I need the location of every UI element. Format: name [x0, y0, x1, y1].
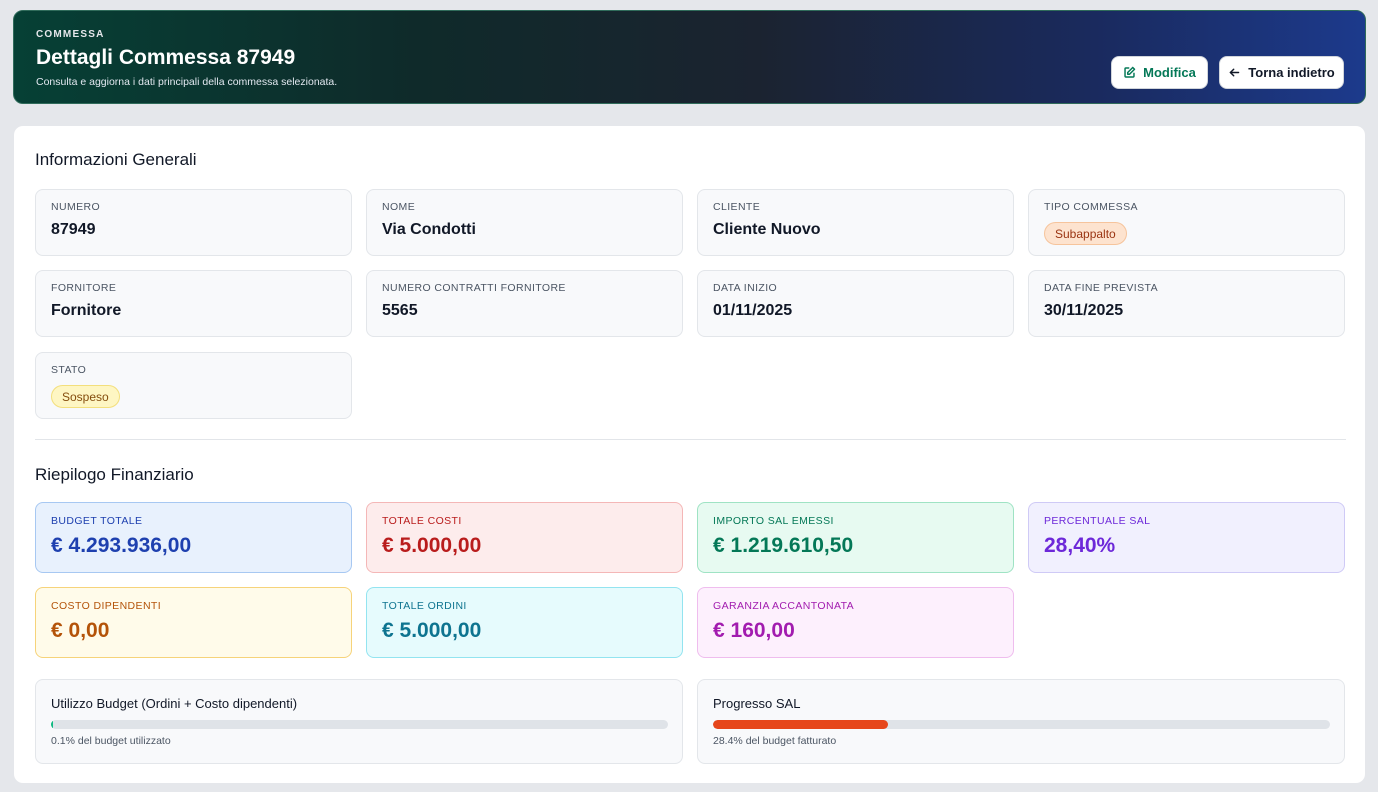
- general-section-title: Informazioni Generali: [35, 150, 197, 169]
- fin-label: IMPORTO SAL EMESSI: [713, 515, 834, 527]
- info-nome: NOME Via Condotti: [366, 189, 683, 256]
- fin-value: € 5.000,00: [382, 534, 482, 557]
- info-label: DATA FINE PREVISTA: [1044, 282, 1158, 294]
- fin-label: BUDGET TOTALE: [51, 515, 143, 527]
- info-label: DATA INIZIO: [713, 282, 778, 294]
- page-title: Dettagli Commessa 87949: [36, 46, 296, 69]
- fin-label: GARANZIA ACCANTONATA: [713, 600, 855, 612]
- sal-progress-track: [713, 720, 1330, 729]
- budget-usage-panel: Utilizzo Budget (Ordini + Costo dipenden…: [35, 679, 683, 764]
- info-label: FORNITORE: [51, 282, 117, 294]
- fin-costo-dipendenti: COSTO DIPENDENTI € 0,00: [35, 587, 352, 658]
- info-numero: NUMERO 87949: [35, 189, 352, 256]
- info-label: CLIENTE: [713, 201, 761, 213]
- info-label: TIPO COMMESSA: [1044, 201, 1138, 213]
- fin-importo-sal: IMPORTO SAL EMESSI € 1.219.610,50: [697, 502, 1014, 573]
- fin-value: € 4.293.936,00: [51, 534, 192, 557]
- info-value: Cliente Nuovo: [713, 221, 821, 238]
- sal-progress-label: Progresso SAL: [713, 696, 801, 711]
- info-label: NUMERO CONTRATTI FORNITORE: [382, 282, 566, 294]
- fin-budget-totale: BUDGET TOTALE € 4.293.936,00: [35, 502, 352, 573]
- section-divider: [35, 439, 1346, 440]
- tipo-badge: Subappalto: [1044, 222, 1127, 245]
- info-data-inizio: DATA INIZIO 01/11/2025: [697, 270, 1014, 337]
- info-numero-contratti: NUMERO CONTRATTI FORNITORE 5565: [366, 270, 683, 337]
- page-header: COMMESSA Dettagli Commessa 87949 Consult…: [13, 10, 1366, 104]
- sal-progress-fill: [713, 720, 889, 729]
- info-value: Via Condotti: [382, 221, 476, 238]
- fin-percentuale-sal: PERCENTUALE SAL 28,40%: [1028, 502, 1345, 573]
- info-value: 30/11/2025: [1044, 302, 1124, 319]
- fin-label: PERCENTUALE SAL: [1044, 515, 1151, 527]
- fin-totale-ordini: TOTALE ORDINI € 5.000,00: [366, 587, 683, 658]
- back-button[interactable]: Torna indietro: [1219, 56, 1344, 89]
- header-eyebrow: COMMESSA: [36, 29, 105, 40]
- fin-garanzia: GARANZIA ACCANTONATA € 160,00: [697, 587, 1014, 658]
- fin-value: € 5.000,00: [382, 619, 482, 642]
- sal-progress-note: 28.4% del budget fatturato: [713, 735, 837, 747]
- budget-progress-track: [51, 720, 668, 729]
- fin-label: TOTALE ORDINI: [382, 600, 467, 612]
- edit-button-label: Modifica: [1143, 65, 1196, 80]
- info-value: 01/11/2025: [713, 302, 793, 319]
- details-card: Informazioni Generali NUMERO 87949 NOME …: [13, 125, 1366, 784]
- info-tipo-commessa: TIPO COMMESSA Subappalto: [1028, 189, 1345, 256]
- financial-section-title: Riepilogo Finanziario: [35, 465, 194, 484]
- info-value: Fornitore: [51, 302, 122, 319]
- info-data-fine: DATA FINE PREVISTA 30/11/2025: [1028, 270, 1345, 337]
- info-stato: STATO Sospeso: [35, 352, 352, 419]
- status-badge: Sospeso: [51, 385, 120, 408]
- fin-label: COSTO DIPENDENTI: [51, 600, 162, 612]
- fin-value: € 1.219.610,50: [713, 534, 854, 557]
- edit-icon: [1124, 66, 1136, 78]
- page-subtitle: Consulta e aggiorna i dati principali de…: [36, 76, 338, 88]
- info-value: 5565: [382, 302, 418, 319]
- budget-usage-note: 0.1% del budget utilizzato: [51, 735, 171, 747]
- arrow-left-icon: [1229, 68, 1240, 77]
- budget-progress-fill: [51, 720, 53, 729]
- sal-progress-panel: Progresso SAL 28.4% del budget fatturato: [697, 679, 1345, 764]
- fin-value: 28,40%: [1044, 534, 1116, 557]
- info-label: NOME: [382, 201, 416, 213]
- fin-label: TOTALE COSTI: [382, 515, 462, 527]
- info-fornitore: FORNITORE Fornitore: [35, 270, 352, 337]
- info-label: STATO: [51, 364, 87, 376]
- info-cliente: CLIENTE Cliente Nuovo: [697, 189, 1014, 256]
- info-label: NUMERO: [51, 201, 101, 213]
- fin-value: € 160,00: [713, 619, 795, 642]
- fin-totale-costi: TOTALE COSTI € 5.000,00: [366, 502, 683, 573]
- edit-button[interactable]: Modifica: [1111, 56, 1208, 89]
- fin-value: € 0,00: [51, 619, 110, 642]
- back-button-label: Torna indietro: [1248, 65, 1335, 80]
- info-value: 87949: [51, 221, 96, 238]
- budget-usage-label: Utilizzo Budget (Ordini + Costo dipenden…: [51, 696, 298, 711]
